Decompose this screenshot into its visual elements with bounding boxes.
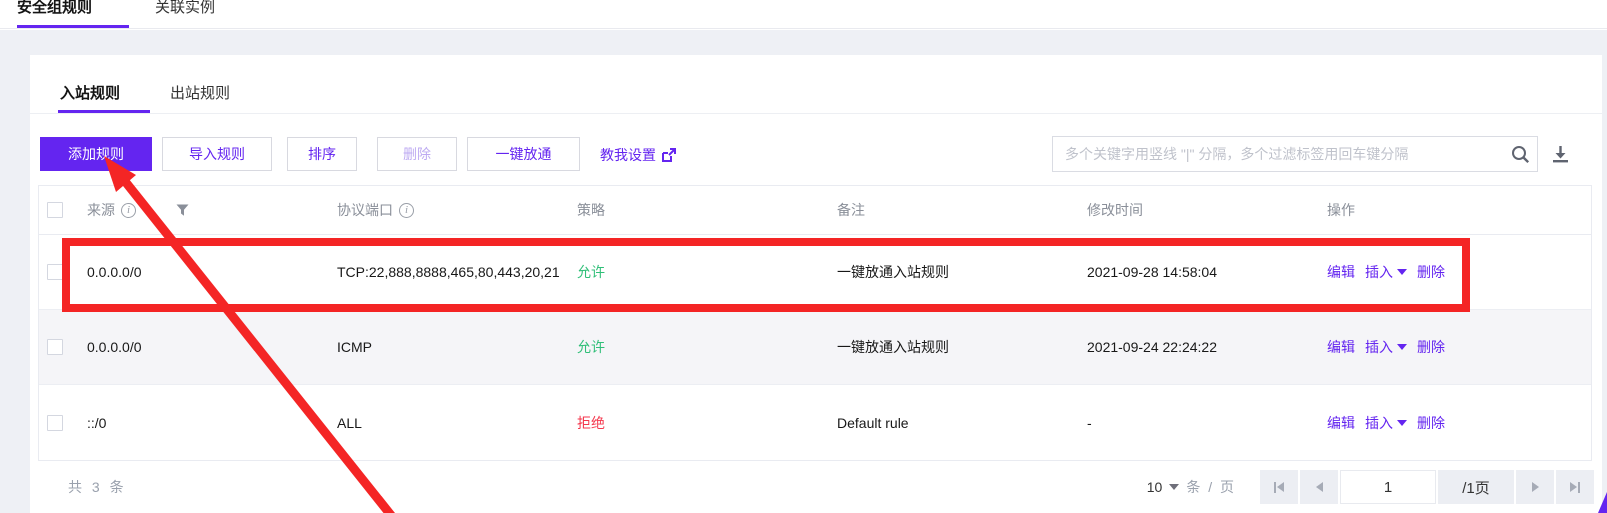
active-tab-underline: [17, 25, 129, 28]
delete-link[interactable]: 删除: [1417, 414, 1445, 431]
cell-source: 0.0.0.0/0: [87, 264, 142, 280]
tab-inbound-rules[interactable]: 入站规则: [60, 85, 121, 102]
teach-me-link[interactable]: 教我设置: [600, 145, 676, 165]
allow-all-button[interactable]: 一键放通: [467, 137, 580, 171]
header-notes: 备注: [837, 202, 865, 218]
page-size-select[interactable]: 10 条 / 页: [1147, 477, 1236, 497]
cell-notes: 一键放通入站规则: [837, 339, 949, 355]
header-policy: 策略: [577, 202, 605, 218]
row-checkbox[interactable]: [47, 414, 63, 431]
table-footer: 共 3 条 10 条 / 页 1 /1页: [38, 469, 1594, 505]
sort-button[interactable]: 排序: [287, 137, 357, 171]
rules-table: 来源 协议端口 策略 备注 修改时间 操作: [38, 185, 1592, 461]
page-count-label: /1页: [1438, 470, 1514, 504]
row-checkbox[interactable]: [47, 339, 63, 355]
tab-associated-instances[interactable]: 关联实例: [155, 0, 216, 16]
chevron-down-icon: [1397, 344, 1407, 350]
page-size-value[interactable]: 10: [1146, 479, 1163, 495]
protocol-info-icon[interactable]: [399, 202, 414, 218]
table-header-row: 来源 协议端口 策略 备注 修改时间 操作: [39, 186, 1591, 235]
per-page-label: 条 / 页: [1186, 479, 1236, 495]
insert-link[interactable]: 插入: [1365, 262, 1407, 282]
tab-outbound-rules[interactable]: 出站规则: [170, 85, 231, 102]
cell-protocol-port: TCP:22,888,8888,465,80,443,20,21: [337, 264, 560, 280]
cell-protocol-port: ALL: [337, 414, 362, 431]
page-tab-bar: 安全组规则 关联实例: [0, 0, 1607, 29]
last-page-button[interactable]: [1556, 470, 1594, 504]
total-count: 共 3 条: [68, 479, 127, 495]
cell-policy: 允许: [577, 264, 605, 280]
import-rule-button[interactable]: 导入规则: [162, 137, 272, 171]
header-actions: 操作: [1327, 202, 1355, 218]
chevron-down-icon: [1397, 269, 1407, 275]
cell-notes: Default rule: [837, 414, 909, 431]
header-source: 来源: [87, 202, 115, 218]
edit-link[interactable]: 编辑: [1327, 264, 1355, 280]
cell-policy: 允许: [577, 339, 605, 355]
rules-card: 入站规则 出站规则 添加规则 导入规则 排序 删除 一键放通 教我设置: [30, 55, 1602, 513]
table-row: 0.0.0.0/0 TCP:22,888,8888,465,80,443,20,…: [39, 235, 1591, 310]
cell-notes: 一键放通入站规则: [837, 264, 949, 280]
cell-modified-time: -: [1087, 414, 1092, 431]
search-input[interactable]: [1053, 146, 1503, 162]
cell-modified-time: 2021-09-28 14:58:04: [1087, 264, 1217, 280]
search-icon[interactable]: [1503, 145, 1537, 164]
edit-link[interactable]: 编辑: [1327, 414, 1355, 431]
insert-label: 插入: [1365, 414, 1393, 431]
insert-label: 插入: [1365, 264, 1393, 280]
search-box: [1052, 136, 1538, 172]
insert-label: 插入: [1365, 339, 1393, 355]
table-row: ::/0 ALL 拒绝 Default rule - 编辑 插入 删除: [39, 385, 1591, 460]
row-checkbox[interactable]: [47, 264, 63, 280]
header-protocol-port: 协议端口: [337, 202, 393, 218]
add-rule-button[interactable]: 添加规则: [40, 137, 152, 171]
select-all-checkbox[interactable]: [47, 202, 63, 218]
insert-link[interactable]: 插入: [1365, 337, 1407, 357]
insert-link[interactable]: 插入: [1365, 413, 1407, 433]
prev-page-button[interactable]: [1300, 470, 1338, 504]
cell-policy: 拒绝: [577, 414, 605, 431]
source-filter-icon[interactable]: [176, 204, 189, 216]
first-page-button[interactable]: [1260, 470, 1298, 504]
external-link-icon: [661, 147, 676, 163]
delete-button[interactable]: 删除: [377, 137, 457, 171]
delete-link[interactable]: 删除: [1417, 264, 1445, 280]
pagination: 1 /1页: [1258, 470, 1594, 504]
cell-source: ::/0: [87, 414, 107, 431]
edit-link[interactable]: 编辑: [1327, 339, 1355, 355]
cell-source: 0.0.0.0/0: [87, 339, 142, 355]
cell-protocol-port: ICMP: [337, 339, 372, 355]
tab-security-group-rules[interactable]: 安全组规则: [17, 0, 93, 16]
table-row: 0.0.0.0/0 ICMP 允许 一键放通入站规则 2021-09-24 22…: [39, 310, 1591, 385]
header-modified-time: 修改时间: [1087, 202, 1143, 218]
cell-modified-time: 2021-09-24 22:24:22: [1087, 339, 1217, 355]
inbound-tab-underline: [58, 110, 150, 113]
chevron-down-icon: [1397, 419, 1407, 426]
next-page-button[interactable]: [1516, 470, 1554, 504]
chevron-down-icon: [1169, 484, 1180, 490]
teach-me-label: 教我设置: [600, 147, 656, 163]
delete-link[interactable]: 删除: [1417, 339, 1445, 355]
tab-divider: [30, 113, 1602, 114]
download-icon[interactable]: [1552, 145, 1569, 168]
source-info-icon[interactable]: [121, 202, 136, 218]
current-page-input[interactable]: 1: [1340, 470, 1436, 504]
